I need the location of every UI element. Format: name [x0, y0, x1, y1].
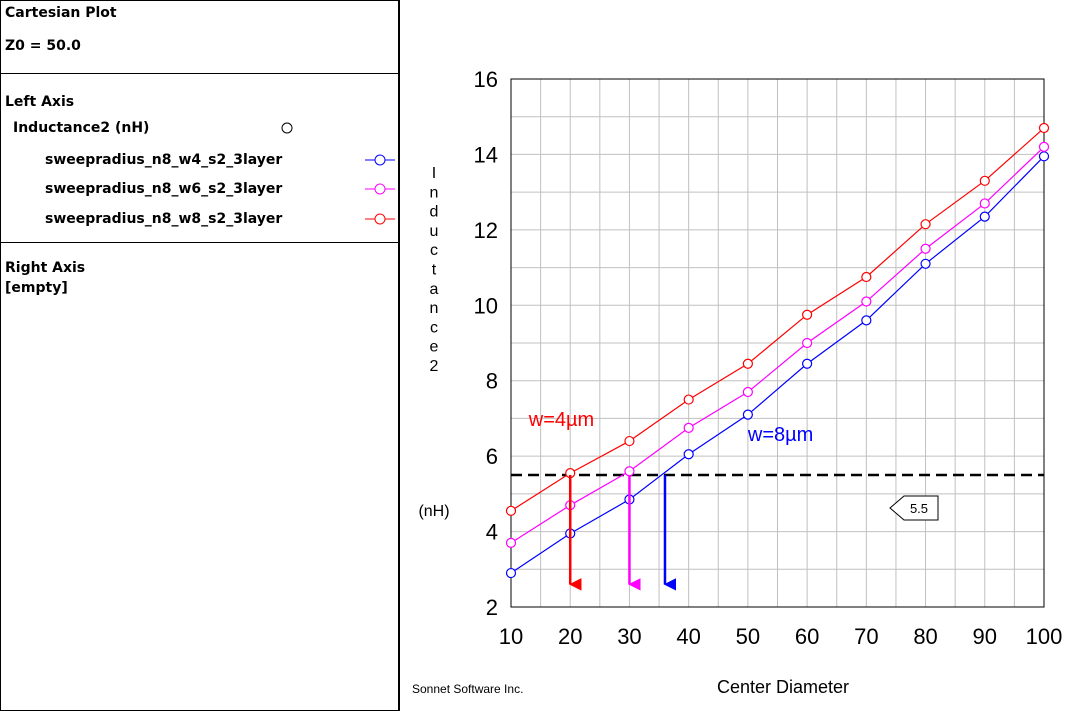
- quantity-circle-icon: [281, 122, 293, 134]
- data-point: [683, 394, 694, 405]
- x-tick-label: 10: [499, 624, 523, 649]
- x-tick-label: 100: [1026, 624, 1063, 649]
- legend-label-w4[interactable]: sweepradius_n8_w4_s2_3layer: [45, 152, 283, 168]
- data-point: [505, 537, 517, 548]
- y-axis-label-char: 2: [430, 358, 439, 375]
- left-axis-quantity[interactable]: Inductance2 (nH): [13, 120, 150, 136]
- data-point: [624, 466, 635, 477]
- y-tick-label: 12: [474, 218, 498, 243]
- y-axis-unit: (nH): [418, 503, 449, 520]
- series-group: [505, 122, 1050, 579]
- data-point: [802, 358, 813, 369]
- data-point: [861, 315, 872, 326]
- plot-type-title: Cartesian Plot: [5, 5, 117, 21]
- y-axis-label-char: d: [430, 204, 439, 221]
- legend-panel: Cartesian Plot Z0 = 50.0 Left Axis Induc…: [0, 0, 400, 711]
- data-point: [802, 309, 813, 320]
- reference-line: 5.5: [511, 473, 1044, 521]
- arrow-group: [568, 475, 677, 591]
- y-tick-label: 8: [486, 369, 498, 394]
- x-tick-label: 40: [676, 624, 700, 649]
- y-tick-label: 2: [486, 595, 498, 620]
- x-axis-label: Center Diameter: [717, 677, 849, 697]
- y-axis-label-char: n: [430, 184, 439, 201]
- series-line-2: [510, 127, 1045, 512]
- tick-labels: 10 20 30 40 50 60 70 80 90 100 2 4 6 8 10 12 14 16: [474, 67, 1063, 649]
- data-point: [1038, 122, 1050, 134]
- x-tick-label: 20: [558, 624, 582, 649]
- series-line-0: [510, 155, 1045, 574]
- x-tick-label: 90: [973, 624, 997, 649]
- x-tick-label: 70: [854, 624, 878, 649]
- grid-lines: [510, 78, 1045, 608]
- y-axis-label-char: a: [430, 281, 439, 298]
- data-point: [505, 567, 517, 579]
- right-axis-box: Right Axis [empty]: [0, 242, 400, 711]
- legend-line-circle-icon: [365, 213, 395, 225]
- data-point: [1038, 141, 1050, 152]
- data-point: [920, 243, 931, 254]
- data-point: [861, 271, 872, 283]
- z0-value: Z0 = 50.0: [5, 38, 81, 54]
- data-point: [683, 449, 694, 460]
- annotation-group: w=4µm w=8µm: [528, 409, 814, 446]
- data-point: [979, 175, 990, 186]
- legend-line-circle-icon: [365, 154, 395, 166]
- legend-line-circle-icon: [365, 183, 395, 195]
- data-point: [742, 409, 753, 420]
- y-tick-label: 4: [486, 520, 498, 545]
- data-point: [742, 358, 753, 369]
- data-point: [1038, 151, 1050, 162]
- left-axis-box: Left Axis Inductance2 (nH) sweepradius_n…: [0, 73, 400, 243]
- y-axis-label-char: u: [430, 223, 439, 240]
- annotation-label: w=4µm: [528, 409, 594, 431]
- y-axis-label-char: I: [432, 165, 436, 182]
- data-point: [624, 435, 635, 447]
- x-tick-label: 30: [617, 624, 641, 649]
- y-axis-label-char: c: [430, 319, 438, 336]
- data-point: [920, 258, 931, 269]
- series-line-1: [510, 146, 1045, 544]
- plot-frame: [510, 78, 1045, 608]
- data-point: [861, 296, 872, 307]
- annotation-label: w=8µm: [747, 424, 813, 446]
- y-axis-label-char: e: [430, 339, 439, 356]
- data-point: [802, 337, 813, 349]
- x-tick-label: 80: [913, 624, 937, 649]
- y-tick-label: 10: [474, 293, 498, 318]
- x-tick-label: 50: [736, 624, 760, 649]
- data-point: [979, 211, 990, 222]
- x-tick-label: 60: [795, 624, 819, 649]
- reference-label-box: [889, 495, 939, 521]
- reference-label-text: 5.5: [910, 501, 928, 516]
- data-point: [683, 422, 694, 433]
- data-point: [505, 505, 517, 516]
- plot-info-box: Cartesian Plot Z0 = 50.0: [0, 0, 400, 74]
- y-tick-label: 6: [486, 444, 498, 469]
- right-axis-heading: Right Axis: [5, 260, 86, 276]
- y-tick-label: 16: [474, 67, 498, 92]
- y-tick-label: 14: [474, 142, 498, 167]
- right-axis-value: [empty]: [5, 280, 68, 296]
- data-point: [742, 386, 753, 398]
- footer-credit: Sonnet Software Inc.: [412, 682, 523, 696]
- y-axis-label-char: t: [432, 262, 437, 279]
- y-axis-label-char: n: [430, 300, 439, 317]
- y-axis-label-char: c: [430, 242, 438, 259]
- y-axis-label: Inductance2(nH): [418, 165, 449, 520]
- legend-label-w6[interactable]: sweepradius_n8_w6_s2_3layer: [45, 181, 283, 197]
- left-axis-heading: Left Axis: [5, 94, 75, 110]
- data-point: [920, 219, 931, 230]
- data-point: [979, 198, 990, 209]
- legend-label-w8[interactable]: sweepradius_n8_w8_s2_3layer: [45, 211, 283, 227]
